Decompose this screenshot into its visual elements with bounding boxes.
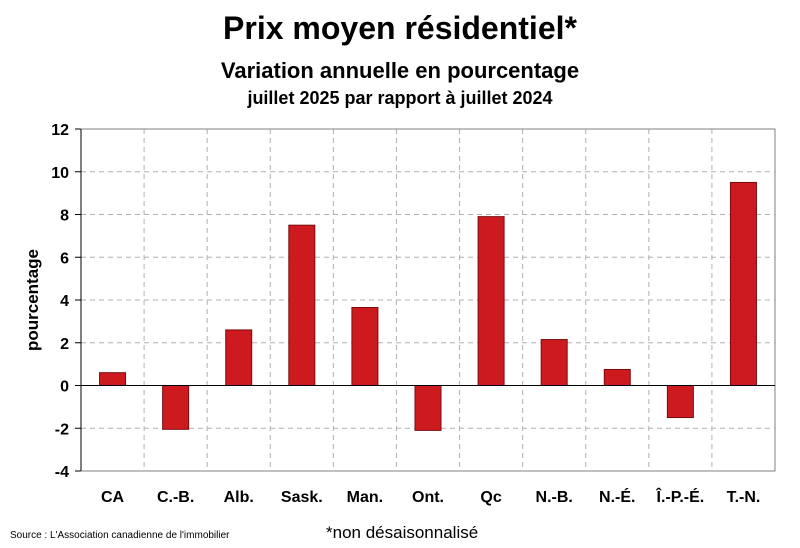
y-tick-label: 10 (51, 165, 69, 182)
x-tick-label: C.-B. (157, 489, 194, 506)
y-tick-labels: -4 -2 0 2 4 6 8 10 12 (51, 122, 69, 481)
y-axis-label: pourcentage (23, 249, 42, 351)
y-tick-label: 4 (60, 293, 69, 310)
y-tick-label: 12 (51, 122, 69, 139)
bar (729, 181, 757, 386)
bar (99, 372, 127, 386)
footnote: *non désaisonnalisé (326, 523, 479, 542)
x-tick-label: Ont. (412, 489, 444, 506)
bar (162, 385, 190, 430)
grid-lines (81, 128, 775, 471)
x-tick-label: Man. (347, 489, 383, 506)
chart-title: Prix moyen résidentiel* (223, 10, 577, 46)
bar (477, 216, 505, 386)
y-tick-label: 6 (60, 250, 69, 267)
x-tick-label: CA (101, 489, 125, 506)
bar (414, 385, 442, 431)
x-tick-label: Qc (480, 489, 501, 506)
source-note: Source : L'Association canadienne de l'i… (10, 530, 230, 541)
axes (75, 128, 776, 472)
y-tick-label: 2 (60, 336, 69, 353)
bars (99, 181, 757, 431)
bar (603, 368, 631, 386)
chart-subtitle-period: juillet 2025 par rapport à juillet 2024 (247, 88, 553, 108)
x-tick-label: Sask. (281, 489, 323, 506)
chart-subtitle: Variation annuelle en pourcentage (220, 58, 580, 83)
y-tick-label: 8 (60, 208, 69, 225)
x-tick-label: Î.-P.-É. (656, 487, 705, 506)
x-tick-labels: CA C.-B. Alb. Sask. Man. Ont. Qc N.-B. N.-É. Î.-P… (101, 487, 760, 506)
x-tick-label: N.-É. (599, 487, 635, 506)
bar (666, 385, 694, 419)
y-tick-label: -4 (55, 464, 69, 481)
bar (540, 339, 568, 387)
y-tick-label: -2 (55, 421, 69, 438)
bar (225, 329, 253, 386)
bar (351, 306, 379, 387)
y-tick-label: 0 (60, 379, 69, 396)
x-tick-label: T.-N. (727, 489, 761, 506)
bar (288, 224, 316, 386)
x-tick-label: N.-B. (536, 489, 573, 506)
x-tick-label: Alb. (224, 489, 254, 506)
